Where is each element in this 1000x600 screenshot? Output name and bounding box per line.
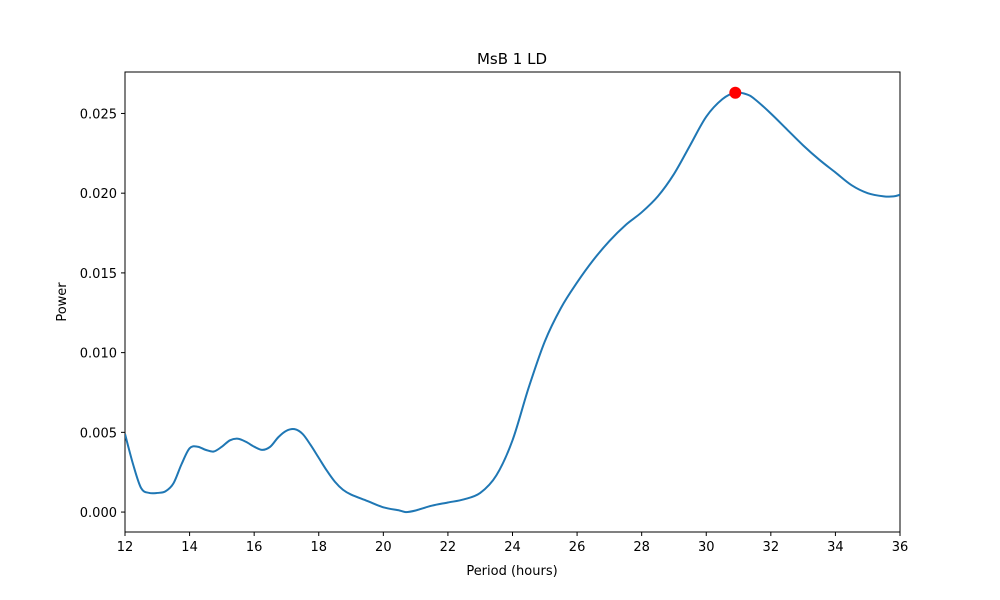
series-layer — [125, 91, 900, 514]
y-tick-label: 0.015 — [80, 267, 117, 282]
x-axis-label: Period (hours) — [466, 564, 557, 579]
x-tick-label: 20 — [375, 540, 392, 555]
plot-frame — [124, 71, 901, 533]
x-tick-label: 16 — [246, 540, 263, 555]
x-tick-label: 24 — [504, 540, 521, 555]
x-tick-label: 36 — [892, 540, 909, 555]
x-tick-label: 34 — [827, 540, 844, 555]
y-axis: 0.000 0.005 0.010 0.015 0.020 0.025 — [80, 107, 125, 521]
annotation-layer — [729, 86, 742, 99]
x-tick-label: 22 — [440, 540, 457, 555]
x-tick-label: 28 — [633, 540, 650, 555]
y-tick-label: 0.025 — [80, 107, 117, 122]
y-tick-label: 0.010 — [80, 347, 117, 362]
x-tick-label: 12 — [117, 540, 134, 555]
x-axis: 12 14 16 18 20 22 24 26 28 30 32 34 36 — [117, 532, 909, 555]
x-tick-label: 32 — [763, 540, 780, 555]
plot-area: 12 14 16 18 20 22 24 26 28 30 32 34 36 0.0000.0050.0… — [80, 71, 909, 555]
chart-title: MsB 1 LD — [477, 50, 547, 68]
y-tick-label: 0.000 — [80, 506, 117, 521]
y-tick-label: 0.020 — [80, 187, 117, 202]
x-tick-label: 26 — [569, 540, 586, 555]
plot-title-group: MsB 1 LD — [477, 50, 547, 68]
x-tick-label: 14 — [181, 540, 198, 555]
peak-marker — [729, 86, 742, 99]
x-tick-label: 30 — [698, 540, 715, 555]
series-line-periodogram — [125, 91, 900, 514]
x-tick-label: 18 — [310, 540, 327, 555]
y-axis-label: Power — [55, 282, 70, 322]
y-tick-label: 0.005 — [80, 426, 117, 441]
